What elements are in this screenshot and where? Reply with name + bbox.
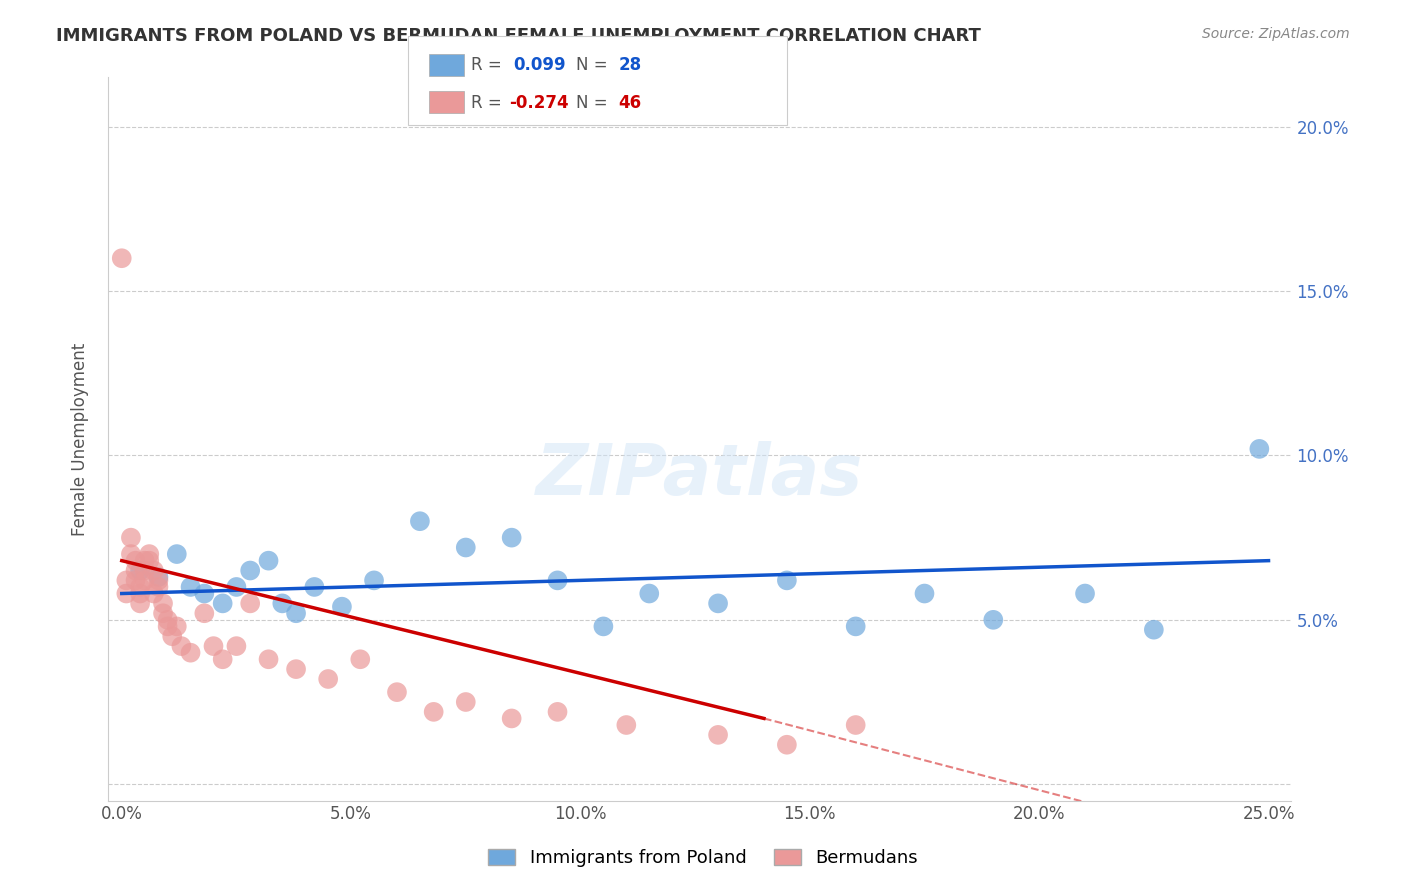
- Point: [138, 554, 160, 568]
- Point: [454, 541, 477, 555]
- Point: [707, 596, 730, 610]
- Point: [614, 718, 637, 732]
- Point: [180, 580, 202, 594]
- Point: [142, 586, 165, 600]
- Point: [134, 574, 156, 588]
- Point: [148, 570, 170, 584]
- Point: [170, 639, 193, 653]
- Point: [211, 652, 233, 666]
- Point: [156, 613, 179, 627]
- Point: [363, 574, 385, 588]
- Point: [124, 574, 146, 588]
- Point: [148, 580, 170, 594]
- Point: [129, 564, 152, 578]
- Point: [1074, 586, 1097, 600]
- Point: [211, 596, 233, 610]
- Point: [148, 574, 170, 588]
- Point: [134, 564, 156, 578]
- Point: [349, 652, 371, 666]
- Point: [257, 554, 280, 568]
- Point: [134, 554, 156, 568]
- Point: [304, 580, 326, 594]
- Text: ZIPatlas: ZIPatlas: [536, 441, 863, 509]
- Point: [152, 596, 174, 610]
- Point: [914, 586, 936, 600]
- Point: [239, 596, 262, 610]
- Point: [193, 586, 215, 600]
- Point: [180, 646, 202, 660]
- Point: [981, 613, 1004, 627]
- Point: [239, 564, 262, 578]
- Point: [166, 547, 188, 561]
- Y-axis label: Female Unemployment: Female Unemployment: [72, 343, 89, 536]
- Point: [225, 580, 247, 594]
- Point: [316, 672, 339, 686]
- Point: [129, 580, 152, 594]
- Point: [845, 619, 868, 633]
- Point: [271, 596, 294, 610]
- Point: [547, 705, 569, 719]
- Point: [152, 606, 174, 620]
- Text: 46: 46: [619, 94, 641, 112]
- Point: [120, 531, 142, 545]
- Point: [501, 531, 523, 545]
- Point: [193, 606, 215, 620]
- Point: [330, 599, 353, 614]
- Point: [166, 619, 188, 633]
- Text: 28: 28: [619, 56, 641, 74]
- Point: [115, 574, 138, 588]
- Point: [592, 619, 614, 633]
- Point: [454, 695, 477, 709]
- Point: [422, 705, 444, 719]
- Point: [845, 718, 868, 732]
- Point: [202, 639, 225, 653]
- Point: [409, 514, 432, 528]
- Point: [638, 586, 661, 600]
- Text: -0.274: -0.274: [509, 94, 568, 112]
- Point: [707, 728, 730, 742]
- Point: [501, 711, 523, 725]
- Point: [138, 547, 160, 561]
- Point: [776, 574, 799, 588]
- Text: N =: N =: [576, 56, 607, 74]
- Point: [776, 738, 799, 752]
- Point: [124, 554, 146, 568]
- Text: Source: ZipAtlas.com: Source: ZipAtlas.com: [1202, 27, 1350, 41]
- Point: [1249, 442, 1271, 456]
- Point: [120, 547, 142, 561]
- Text: IMMIGRANTS FROM POLAND VS BERMUDAN FEMALE UNEMPLOYMENT CORRELATION CHART: IMMIGRANTS FROM POLAND VS BERMUDAN FEMAL…: [56, 27, 981, 45]
- Legend: Immigrants from Poland, Bermudans: Immigrants from Poland, Bermudans: [481, 841, 925, 874]
- Point: [115, 586, 138, 600]
- Point: [285, 606, 308, 620]
- Point: [129, 596, 152, 610]
- Point: [160, 629, 183, 643]
- Point: [111, 252, 134, 266]
- Point: [156, 619, 179, 633]
- Point: [142, 564, 165, 578]
- Point: [124, 564, 146, 578]
- Text: R =: R =: [471, 56, 502, 74]
- Text: N =: N =: [576, 94, 607, 112]
- Point: [285, 662, 308, 676]
- Point: [225, 639, 247, 653]
- Point: [257, 652, 280, 666]
- Point: [547, 574, 569, 588]
- Text: R =: R =: [471, 94, 502, 112]
- Text: 0.099: 0.099: [513, 56, 565, 74]
- Point: [385, 685, 408, 699]
- Point: [1143, 623, 1166, 637]
- Point: [129, 586, 152, 600]
